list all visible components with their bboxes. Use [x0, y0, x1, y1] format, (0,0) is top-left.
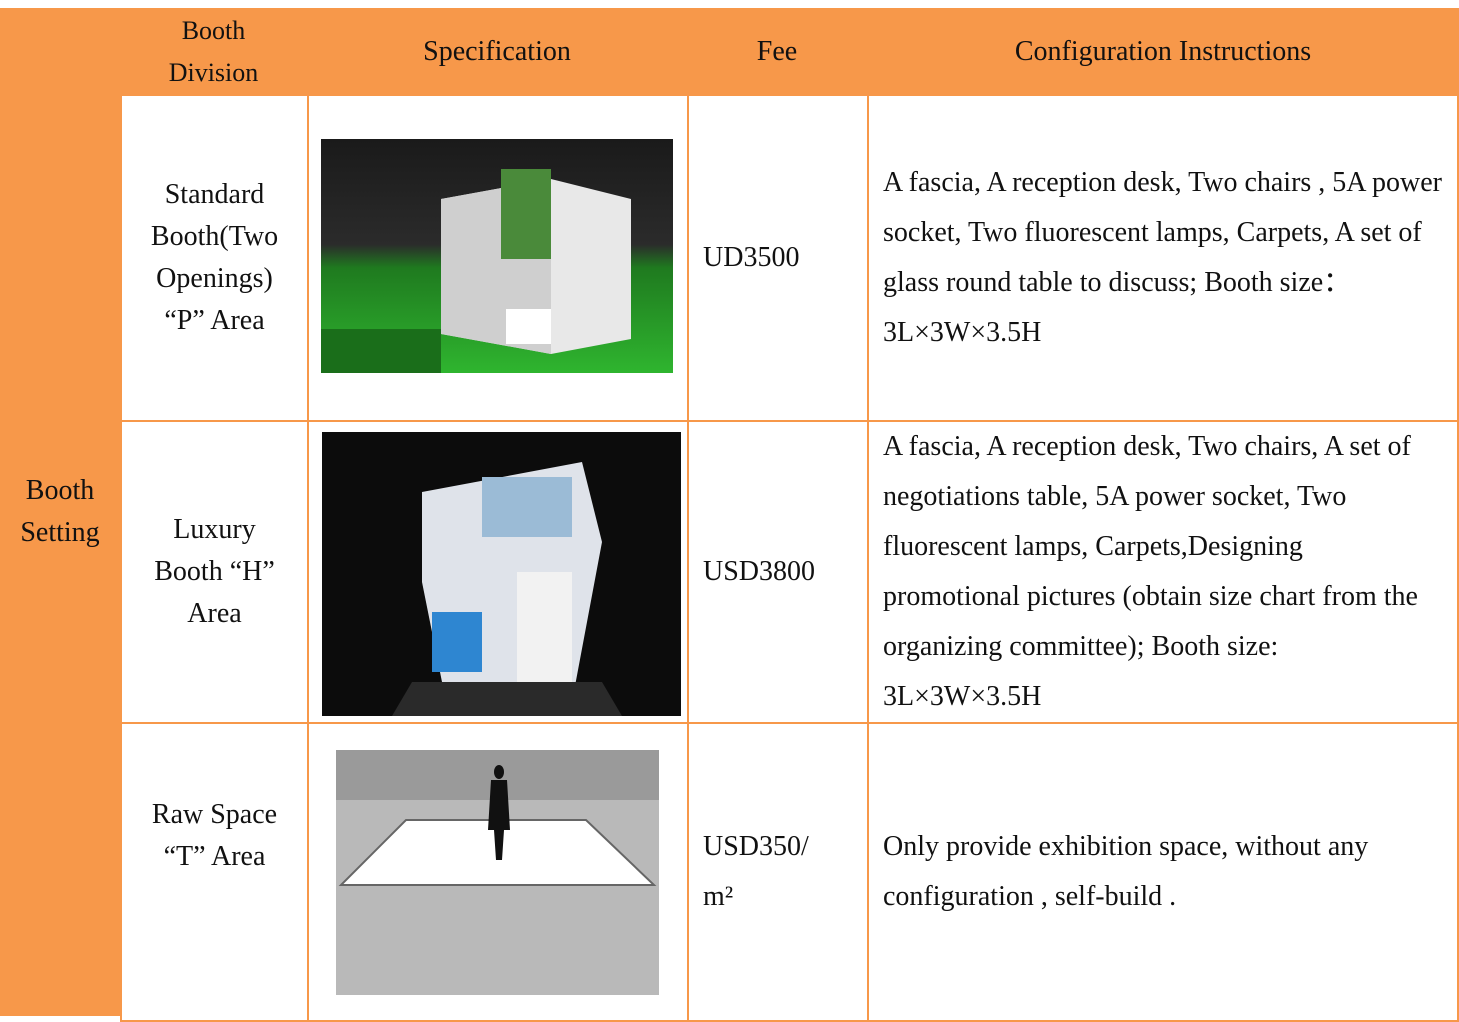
division-cell: Raw Space “T” Area: [120, 722, 309, 1022]
header-label: Specification: [423, 35, 571, 67]
division-cell: Standard Booth(Two Openings) “P” Area: [120, 94, 309, 422]
instructions: A fascia, A reception desk, Two chairs ,…: [883, 167, 1442, 348]
instructions: A fascia, A reception desk, Two chairs, …: [883, 431, 1418, 712]
standard-booth-image: [321, 139, 673, 373]
fee-cell: UD3500: [687, 94, 869, 422]
header-cell: Fee: [687, 8, 867, 95]
division: Standard Booth(Two Openings) “P” Area: [150, 179, 279, 336]
fee-cell: USD3800: [687, 420, 869, 724]
instructions-cell: A fascia, A reception desk, Two chairs ,…: [867, 94, 1459, 422]
fee: USD3800: [703, 556, 816, 587]
instructions-cell: A fascia, A reception desk, Two chairs, …: [867, 420, 1459, 724]
header-label: Booth Division: [168, 15, 259, 87]
instructions: Only provide exhibition space, without a…: [883, 831, 1369, 912]
raw-space-image: [336, 750, 659, 995]
header-cell: Specification: [307, 8, 687, 95]
fee-cell: USD350/m²: [687, 722, 869, 1022]
division-cell: Luxury Booth “H” Area: [120, 420, 309, 724]
header-label: Configuration Instructions: [1014, 35, 1312, 67]
group-cell: Booth Setting: [0, 8, 120, 1016]
header-cell: Booth Division: [120, 8, 307, 95]
luxury-booth-image: [322, 432, 681, 716]
division: Raw Space “T” Area: [151, 799, 278, 872]
group-label: Booth Setting: [20, 475, 100, 548]
fee: UD3500: [703, 242, 800, 273]
division: Luxury Booth “H” Area: [154, 514, 275, 629]
header-cell: Configuration Instructions: [867, 8, 1459, 95]
header-label: Fee: [756, 35, 798, 67]
fee: USD350/m²: [703, 831, 809, 912]
header-bg: [0, 8, 1459, 95]
instructions-cell: Only provide exhibition space, without a…: [867, 722, 1459, 1022]
